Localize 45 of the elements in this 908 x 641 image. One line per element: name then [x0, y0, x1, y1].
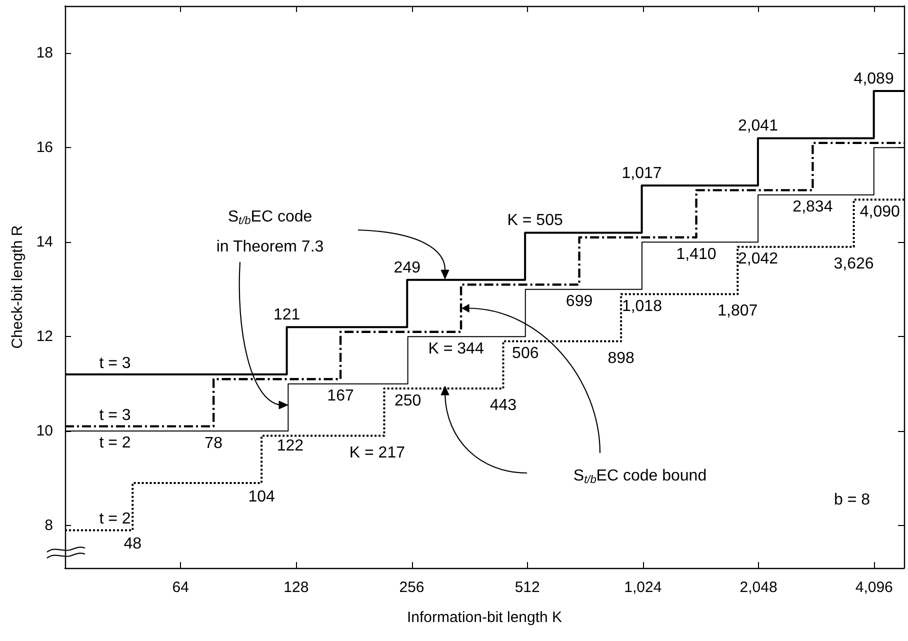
series-label: t = 3	[99, 406, 131, 424]
x-tick-label: 64	[172, 579, 189, 596]
y-tick-label: 14	[36, 234, 53, 251]
annotation: 167	[327, 388, 354, 405]
y-axis-title: Check-bit length R	[9, 225, 26, 349]
annotation: 1,018	[622, 298, 662, 315]
annotation: b = 8	[834, 492, 870, 508]
annotation: 4,090	[860, 203, 900, 220]
y-tick-label: 18	[36, 44, 53, 62]
annotation: 122	[276, 438, 304, 455]
annotation: 121	[273, 306, 300, 324]
series-label: t = 2	[99, 510, 131, 528]
annotation: 104	[248, 488, 275, 506]
series-label: t = 2	[99, 434, 131, 452]
annotation: 2,834	[792, 198, 833, 216]
x-axis-title: Information-bit length K	[406, 609, 562, 626]
x-tick-label: 4,096	[855, 579, 893, 596]
annotation: 898	[608, 350, 634, 367]
y-tick-label: 16	[36, 139, 53, 156]
annotation: 250	[394, 392, 422, 410]
annotation: 443	[490, 397, 517, 414]
x-tick-label: 512	[514, 579, 540, 596]
x-tick-label: 2,048	[740, 579, 778, 596]
annotation: K = 217	[349, 444, 406, 462]
annotation: K = 505	[507, 212, 563, 230]
y-tick-label: 10	[36, 422, 53, 440]
x-tick-label: 128	[284, 579, 309, 596]
x-tick-label: 1,024	[624, 579, 662, 596]
y-tick-label: 12	[36, 328, 53, 346]
annotation: 699	[566, 293, 593, 310]
y-tick-label: 8	[44, 516, 53, 534]
annotation: 78	[204, 434, 223, 452]
annotation: 2,042	[738, 250, 778, 268]
series-label: t = 3	[99, 354, 131, 372]
annotation: 1,807	[718, 302, 758, 320]
annotation: 506	[512, 345, 539, 362]
annotation: K = 344	[428, 340, 484, 358]
annotation: 249	[394, 259, 421, 276]
annotation: 2,041	[738, 118, 778, 135]
x-tick-label: 256	[399, 579, 424, 596]
annotation: 1,017	[622, 164, 662, 182]
annotation: 1,410	[676, 246, 716, 263]
annotation: 48	[124, 536, 142, 553]
annotation: 4,089	[854, 70, 894, 88]
annotation: 3,626	[834, 255, 874, 272]
